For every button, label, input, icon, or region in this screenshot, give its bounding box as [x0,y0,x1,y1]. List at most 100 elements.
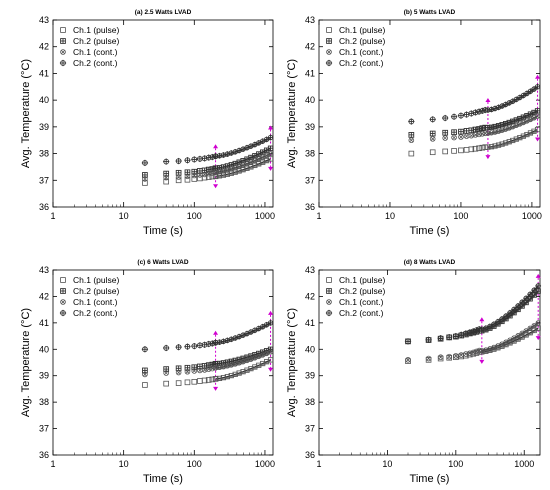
legend-label: Ch.2 (pulse) [73,36,119,46]
marker-arrow-down [535,336,541,341]
data-point [205,154,212,161]
data-point [191,378,198,385]
marker-arrow-up [213,144,219,149]
data-point [452,332,459,340]
y-axis-label: Avg. Temperature (°C) [20,59,32,168]
y-tick-label: 40 [305,344,315,354]
y-tick-label: 41 [305,68,315,78]
data-point-dense [224,374,230,380]
marker-arrow-up [213,330,219,335]
data-point-dense [531,322,537,329]
x-axis-label: Time (s) [143,225,183,237]
y-tick-label: 41 [39,68,49,78]
legend-marker [326,38,332,44]
data-point-dense [267,319,274,326]
data-point [463,351,469,357]
series-x-circle [405,320,541,363]
series-plus-circle [408,83,541,125]
data-point [425,336,432,343]
data-point [163,178,169,185]
data-point-dense [527,130,534,136]
y-tick-label: 39 [39,371,49,381]
data-point [209,340,216,347]
data-point-dense [256,161,262,167]
data-point [446,353,452,360]
data-point-dense [534,113,541,119]
y-tick-label: 37 [305,424,315,434]
data-point [404,338,412,345]
legend-marker [325,309,333,317]
data-point [175,177,182,184]
y-tick-label: 42 [305,42,315,52]
data-point [408,118,415,125]
data-point [429,149,436,156]
data-point-dense [510,137,516,144]
plot-frame [318,19,541,208]
data-point-dense [267,357,274,363]
x-tick-label: 1000 [522,211,542,221]
data-point [142,180,148,186]
x-tick-label: 100 [453,211,468,221]
x-tick-label: 1000 [255,459,275,469]
x-tick-label: 1 [316,211,321,221]
marker-arrow-down [213,386,219,391]
legend-label: Ch.2 (pulse) [339,286,385,296]
x-tick-label: 10 [382,459,392,469]
x-tick-label: 1000 [514,459,534,469]
y-tick-label: 40 [39,344,49,354]
data-point-dense [267,156,274,162]
data-point-dense [216,364,223,370]
y-tick-label: 42 [39,42,49,52]
legend-marker [326,49,332,55]
data-point [437,335,444,342]
y-axis-label: Avg. Temperature (°C) [286,59,298,168]
data-point [479,107,486,114]
y-tick-label: 42 [305,291,315,301]
data-point-dense [216,375,223,382]
x-tick-label: 100 [187,459,202,469]
legend-marker [60,38,66,44]
x-tick-label: 1 [50,211,55,221]
data-point-dense [534,126,541,133]
chart-panel-3: (c) 6 Watts LVAD 36 37 38 39 40 41 42 43 1 10 100 10… [20,259,275,485]
legend: Ch.1 (pulse)Ch.2 (pulse)Ch.1 (cont.)Ch.2… [325,275,385,318]
marker-arrow-down [268,367,274,372]
data-point [442,114,449,122]
marker-arrow-down [268,166,274,171]
y-tick-label: 36 [305,450,315,460]
data-point [184,343,191,350]
data-point-dense [523,328,529,334]
data-point [205,340,212,348]
data-point [463,128,470,134]
data-point [197,378,203,384]
data-point-dense [236,370,242,376]
chart-panel-2: (b) 5 Watts LVAD 36 37 38 39 40 41 42 43 1 10 100 10… [286,9,542,237]
marker-arrow-up [535,74,541,79]
x-tick-label: 10 [119,459,129,469]
legend-marker [59,309,67,317]
y-tick-label: 39 [305,122,315,132]
data-point [209,376,216,383]
y-tick-label: 38 [39,149,49,159]
chart-panel-1: (a) 2.5 Watts LVAD 36 37 38 39 40 41 42 43 1 10 100… [20,9,275,237]
marker-arrow-down [485,155,491,160]
series-x-circle [142,150,274,182]
legend: Ch.1 (pulse)Ch.2 (pulse)Ch.1 (cont.)Ch.2… [59,275,119,318]
data-point [442,129,449,136]
x-tick-label: 1 [316,459,321,469]
data-point [476,145,482,152]
data-point [470,328,477,335]
data-point-dense [503,339,509,345]
marker-arrow-up [535,273,541,278]
data-point-dense [264,158,270,164]
data-point [184,379,191,386]
plot-frame [318,269,541,456]
data-point-dense [503,140,509,146]
data-point-dense [212,169,219,175]
series-curve [215,158,271,177]
data-point [201,377,208,384]
legend: Ch.1 (pulse)Ch.2 (pulse)Ch.1 (cont.)Ch.2… [325,25,385,68]
data-point [205,174,212,180]
data-point [201,171,208,178]
legend-marker [60,49,66,55]
